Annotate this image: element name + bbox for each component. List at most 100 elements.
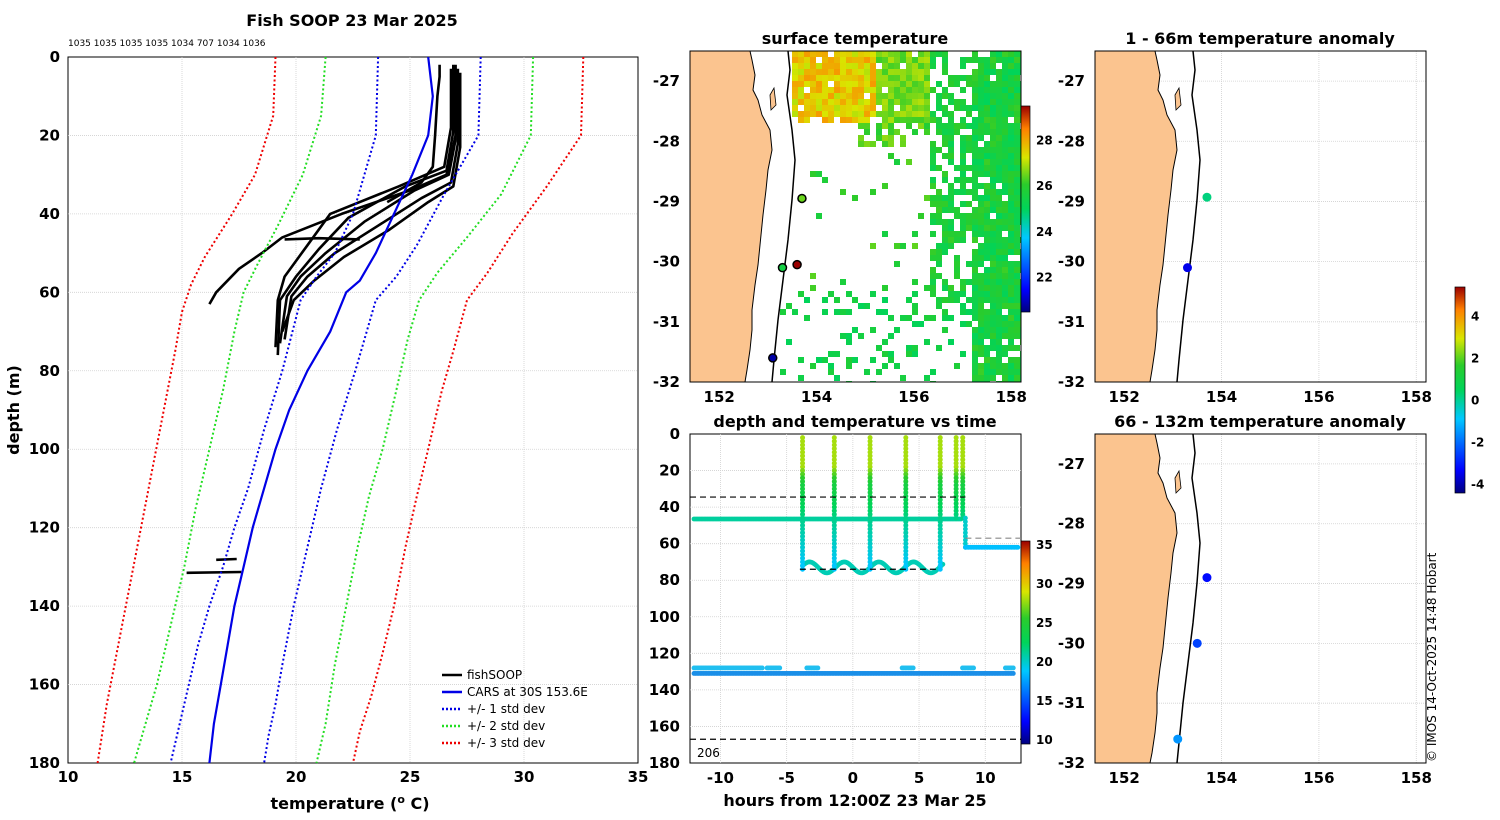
- sst-pixel: [918, 321, 924, 327]
- time-cast-point: [831, 526, 837, 532]
- sst-pixel: [828, 105, 834, 111]
- sst-pixel: [864, 75, 870, 81]
- sst-pixel: [798, 81, 804, 87]
- sst-pixel: [882, 99, 888, 105]
- time-x-tick-label: -5: [778, 769, 795, 787]
- sst-pixel: [834, 105, 840, 111]
- profile-lines: [96, 56, 585, 764]
- time-cast-point: [937, 519, 943, 525]
- sst-pixel: [984, 369, 990, 375]
- sst-pixel: [1008, 279, 1014, 285]
- sst-pixel: [990, 261, 996, 267]
- time-cast-point: [867, 500, 873, 506]
- sst-pixel: [834, 111, 840, 117]
- sst-pixel: [1002, 129, 1008, 135]
- sst-pixel: [942, 123, 948, 129]
- sst-pixel: [948, 153, 954, 159]
- sst-pixel: [966, 165, 972, 171]
- time-y-tick-label: 100: [649, 608, 680, 626]
- sst-pixel: [996, 87, 1002, 93]
- map-x-tick-label: 154: [1206, 388, 1237, 406]
- sst-pixel: [828, 69, 834, 75]
- profile-casts: 1035 1035 1035 1035 1034 707 1034 1036: [68, 39, 266, 49]
- sst-pixel: [960, 117, 966, 123]
- time-cast-point: [831, 522, 837, 528]
- anomaly-colorbar-tick: 0: [1471, 394, 1479, 408]
- sst-pixel: [882, 111, 888, 117]
- sst-pixel: [846, 75, 852, 81]
- sst-pixel: [924, 195, 930, 201]
- profile-title: Fish SOOP 23 Mar 2025: [246, 11, 457, 30]
- sst-pixel: [936, 219, 942, 225]
- sst-pixel: [876, 369, 882, 375]
- sst-pixel: [864, 369, 870, 375]
- map-x-tick-label: 152: [1109, 388, 1140, 406]
- sst-pixel: [816, 93, 822, 99]
- sst-pixel: [978, 153, 984, 159]
- time-annotation: 206: [697, 746, 720, 760]
- sst-pixel: [954, 273, 960, 279]
- sst-pixel: [954, 267, 960, 273]
- sst-pixel: [990, 177, 996, 183]
- profile-axes-box: [67, 56, 639, 764]
- sst-pixel: [996, 309, 1002, 315]
- sst-pixel: [1014, 333, 1020, 339]
- time-cast-point: [831, 500, 837, 506]
- sst-pixel: [954, 363, 960, 369]
- sst-pixel: [984, 189, 990, 195]
- sst-pixel: [1008, 63, 1014, 69]
- sst-pixel: [840, 63, 846, 69]
- time-cast-point: [800, 500, 806, 506]
- time-cast-point: [831, 537, 837, 543]
- sst-pixel: [864, 117, 870, 123]
- time-cast-point: [831, 479, 837, 485]
- sst-pixel: [864, 87, 870, 93]
- sst-pixel: [804, 117, 810, 123]
- sst-pixel: [936, 249, 942, 255]
- time-cast-point: [960, 453, 966, 459]
- sst-pixel: [1002, 99, 1008, 105]
- sst-pixel: [948, 111, 954, 117]
- sst-pixel: [990, 159, 996, 165]
- sst-pixel: [804, 57, 810, 63]
- sst-pixel: [810, 57, 816, 63]
- time-cast-point: [903, 475, 909, 481]
- sst-pixel: [894, 93, 900, 99]
- time-cast-point: [937, 533, 943, 539]
- time-colorbar: [1020, 540, 1031, 745]
- sst-pixel: [1002, 183, 1008, 189]
- sst-pixel: [846, 363, 852, 369]
- sst-pixel: [816, 51, 822, 57]
- sst-pixel: [1008, 321, 1014, 327]
- sst-pixel: [936, 123, 942, 129]
- sst-pixel: [1002, 117, 1008, 123]
- sst-pixel: [822, 75, 828, 81]
- time-cast-point: [903, 449, 909, 455]
- sst-pixel: [990, 327, 996, 333]
- sst-pixel: [882, 135, 888, 141]
- time-cast-point: [831, 453, 837, 459]
- sst-pixel: [906, 81, 912, 87]
- sst-pixel: [948, 183, 954, 189]
- sst-pixel: [804, 105, 810, 111]
- map-y-tick-label: -30: [653, 253, 680, 271]
- sst-pixel: [912, 93, 918, 99]
- sst-pixel: [858, 105, 864, 111]
- sst-pixel: [1008, 159, 1014, 165]
- sst-pixel: [1008, 129, 1014, 135]
- time-cast-point: [867, 508, 873, 514]
- time-cast-point: [800, 471, 806, 477]
- sst-pixel: [1008, 57, 1014, 63]
- map-y-tick-label: -31: [653, 313, 680, 331]
- sst-pixel: [828, 369, 834, 375]
- sst-pixel: [888, 57, 894, 63]
- sst-pixel: [828, 93, 834, 99]
- sst-pixel: [1002, 207, 1008, 213]
- sst-pixel: [996, 207, 1002, 213]
- sst-pixel: [996, 159, 1002, 165]
- sst-pixel: [882, 81, 888, 87]
- sst-pixel: [1002, 213, 1008, 219]
- sst-pixel: [978, 249, 984, 255]
- time-cast-point: [903, 544, 909, 550]
- sst-pixel: [978, 75, 984, 81]
